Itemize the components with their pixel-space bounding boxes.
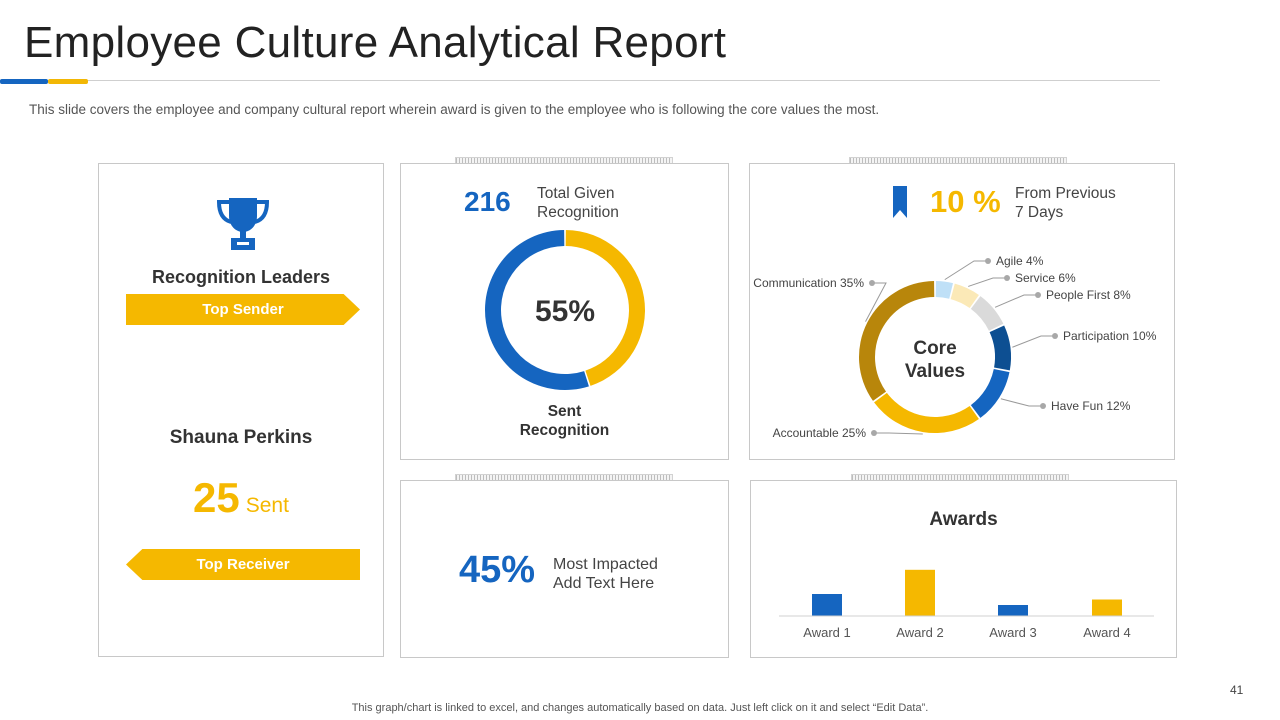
impact-text: Most Impacted Add Text Here — [553, 555, 658, 593]
core-value-label-dot — [869, 280, 875, 286]
core-value-leader-line — [865, 282, 887, 322]
award-bar-1 — [812, 594, 842, 616]
page-title: Employee Culture Analytical Report — [24, 18, 727, 67]
core-value-leader-line — [944, 260, 988, 281]
award-bar-4 — [1092, 599, 1122, 616]
core-value-label-dot — [1035, 292, 1041, 298]
core-values-center-line2: Values — [905, 361, 965, 382]
award-bar-2 — [905, 569, 935, 616]
title-accent-yellow — [48, 79, 88, 84]
core-value-label-people-first: People First 8% — [1046, 288, 1131, 302]
core-value-slice-people-first — [970, 296, 1004, 331]
award-bar-3 — [998, 605, 1028, 616]
awards-bar-chart: Award 1 Award 2 Award 3 Award 4 — [779, 569, 1154, 640]
core-value-slice-service — [950, 283, 979, 309]
core-value-label-dot — [1052, 333, 1058, 339]
core-value-leader-line — [874, 432, 923, 435]
donut-slice-remaining — [565, 230, 645, 386]
total-recognition-card: 216 Total Given Recognition 55% Sent Rec… — [400, 163, 729, 460]
core-values-donut: Agile 4% Service 6% People First 8% Partici… — [753, 254, 1157, 440]
sent-label: Sent — [245, 494, 289, 517]
impact-percent: 45% — [459, 549, 536, 591]
core-value-label-communication: Communication 35% — [753, 276, 864, 290]
recognition-leaders-title: Recognition Leaders — [151, 267, 331, 287]
title-divider — [0, 80, 1160, 81]
change-line2: 7 Days — [1015, 204, 1064, 221]
donut-center-percent: 55% — [535, 295, 595, 328]
core-value-label-dot — [985, 258, 991, 264]
total-recognition-value: 216 — [464, 186, 511, 217]
core-value-label-participation: Participation 10% — [1063, 329, 1157, 343]
top-receiver-banner: Top Receiver — [126, 549, 360, 580]
top-sender-banner: Top Sender — [126, 294, 360, 325]
core-value-label-dot — [871, 430, 877, 436]
sent-recognition-caption-line1: Sent — [547, 403, 582, 420]
award-label-1: Award 1 — [803, 625, 850, 640]
core-value-leader-line — [994, 294, 1038, 308]
page-subtitle: This slide covers the employee and compa… — [29, 102, 880, 117]
core-value-slice-participation — [989, 325, 1011, 371]
core-value-label-accountable: Accountable 25% — [773, 426, 867, 440]
core-value-slice-have-fun — [970, 368, 1010, 418]
core-value-label-have-fun: Have Fun 12% — [1051, 399, 1131, 413]
core-value-label-agile: Agile 4% — [996, 254, 1044, 268]
core-value-slice-communication — [859, 281, 935, 401]
sent-count-row: 25 Sent — [99, 474, 383, 522]
core-value-slice-agile — [935, 281, 953, 299]
awards-title: Awards — [929, 509, 998, 530]
total-recognition-label-line2: Recognition — [537, 204, 619, 221]
recognition-leaders-card: Recognition Leaders Top Sender Shauna Pe… — [98, 163, 384, 657]
sent-count: 25 — [193, 474, 240, 521]
page-number: 41 — [1230, 683, 1244, 697]
core-values-card: Agile 4% Service 6% People First 8% Partici… — [749, 163, 1175, 460]
core-value-leader-line — [968, 277, 1007, 287]
award-label-3: Award 3 — [989, 625, 1036, 640]
change-line1: From Previous — [1015, 185, 1116, 202]
change-percent: 10 % — [930, 184, 1001, 219]
core-value-label-dot — [1040, 403, 1046, 409]
impact-line2: Add Text Here — [553, 575, 655, 592]
bookmark-icon — [893, 186, 907, 218]
donut-slice-sent — [485, 230, 589, 390]
total-recognition-label: Total Given Recognition — [537, 184, 619, 222]
core-values-center-line1: Core — [913, 338, 956, 359]
sent-recognition-donut: 55% — [485, 230, 645, 390]
award-label-2: Award 2 — [896, 625, 943, 640]
impact-line1: Most Impacted — [553, 556, 658, 573]
award-label-4: Award 4 — [1083, 625, 1130, 640]
footnote: This graph/chart is linked to excel, and… — [351, 702, 929, 714]
total-recognition-label-line1: Total Given — [537, 185, 615, 202]
core-value-label-dot — [1004, 275, 1010, 281]
core-value-slice-accountable — [874, 392, 979, 433]
leader-name: Shauna Perkins — [169, 427, 313, 448]
awards-card: Award 1 Award 2 Award 3 Award 4 Awards — [750, 480, 1177, 658]
core-value-leader-line — [1012, 335, 1055, 348]
trophy-icon — [216, 198, 270, 250]
core-value-leader-line — [1000, 398, 1043, 407]
title-accent-blue — [0, 79, 48, 84]
change-text: From Previous 7 Days — [1015, 184, 1116, 222]
sent-recognition-caption-line2: Recognition — [519, 422, 610, 439]
impact-card: 45% Most Impacted Add Text Here — [400, 480, 729, 658]
sent-recognition-caption: Sent Recognition — [401, 402, 728, 440]
core-value-label-service: Service 6% — [1015, 271, 1076, 285]
